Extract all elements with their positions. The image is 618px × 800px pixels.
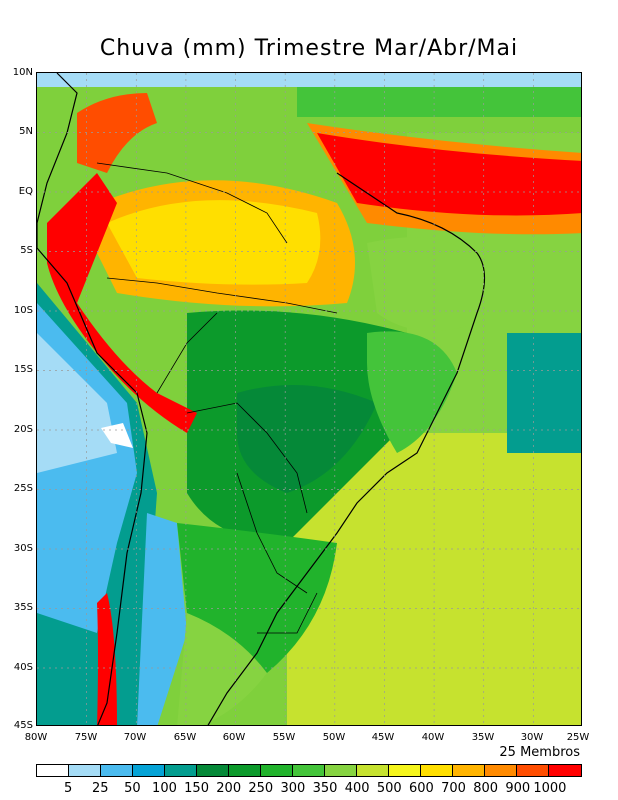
lon-label-80w: 80W xyxy=(24,732,48,743)
lat-label-5s: 5S xyxy=(20,245,33,256)
colorbar-label: 700 xyxy=(441,781,466,796)
colorbar-cell xyxy=(453,765,485,776)
lon-label-30w: 30W xyxy=(520,732,544,743)
colorbar-cell xyxy=(485,765,517,776)
lon-label-40w: 40W xyxy=(421,732,445,743)
colorbar-cell xyxy=(261,765,293,776)
colorbar-cell xyxy=(101,765,133,776)
andes-rainband xyxy=(47,173,197,433)
colorbar-label: 600 xyxy=(408,781,434,796)
lat-label-10n: 10N xyxy=(12,67,33,78)
colorbar-cell xyxy=(421,765,453,776)
ensemble-members-note: 25 Membros xyxy=(499,745,580,760)
lat-label-5n: 5N xyxy=(19,126,33,137)
colorbar-label: 25 xyxy=(91,781,109,796)
lon-label-45w: 45W xyxy=(371,732,395,743)
colorbar-label: 800 xyxy=(473,781,499,796)
lat-label-eq: EQ xyxy=(18,186,33,197)
colorbar-cell xyxy=(389,765,421,776)
colorbar-cell xyxy=(549,765,581,776)
colorbar-label: 300 xyxy=(280,781,306,796)
colorbar-cell xyxy=(325,765,357,776)
lon-label-55w: 55W xyxy=(272,732,296,743)
colorbar-cell xyxy=(229,765,261,776)
colorbar-label: 200 xyxy=(216,781,242,796)
colorbar-label: 500 xyxy=(376,781,402,796)
lon-label-75w: 75W xyxy=(74,732,98,743)
lat-label-35s: 35S xyxy=(13,602,33,613)
precipitation-map xyxy=(36,72,582,726)
colorbar-cell xyxy=(37,765,69,776)
lat-label-40s: 40S xyxy=(13,662,33,673)
lat-label-20s: 20S xyxy=(13,424,33,435)
colorbar-label: 1000 xyxy=(533,781,567,796)
map-title: Chuva (mm) Trimestre Mar/Abr/Mai xyxy=(99,36,519,61)
lon-label-60w: 60W xyxy=(222,732,246,743)
colorbar-label: 50 xyxy=(124,781,141,796)
colorbar-label: 350 xyxy=(312,781,338,796)
lon-label-70w: 70W xyxy=(123,732,147,743)
colorbar-cell xyxy=(133,765,165,776)
lon-label-65w: 65W xyxy=(173,732,197,743)
colorbar xyxy=(36,764,582,777)
graticule xyxy=(37,73,581,725)
colorbar-label: 250 xyxy=(248,781,274,796)
east-teal-patch xyxy=(507,333,581,453)
lat-label-15s: 15S xyxy=(13,364,33,375)
colorbar-cell xyxy=(197,765,229,776)
lat-label-25s: 25S xyxy=(13,483,33,494)
colorbar-label: 900 xyxy=(505,781,531,796)
lat-label-30s: 30S xyxy=(13,543,33,554)
colorbar-label: 100 xyxy=(152,781,177,796)
colorbar-label: 5 xyxy=(63,781,73,796)
colorbar-cell xyxy=(69,765,101,776)
colorbar-cell xyxy=(165,765,197,776)
colorbar-label: 400 xyxy=(344,781,370,796)
coastline xyxy=(37,73,486,725)
lon-label-35w: 35W xyxy=(471,732,495,743)
lat-label-45s: 45S xyxy=(13,720,33,731)
lat-label-10s: 10S xyxy=(13,305,33,316)
lon-label-50w: 50W xyxy=(322,732,346,743)
colorbar-cell xyxy=(357,765,389,776)
lon-label-25w: 25W xyxy=(566,732,590,743)
colorbar-cell xyxy=(517,765,549,776)
colorbar-cell xyxy=(293,765,325,776)
colorbar-label: 150 xyxy=(184,781,209,796)
country-borders xyxy=(96,162,338,634)
